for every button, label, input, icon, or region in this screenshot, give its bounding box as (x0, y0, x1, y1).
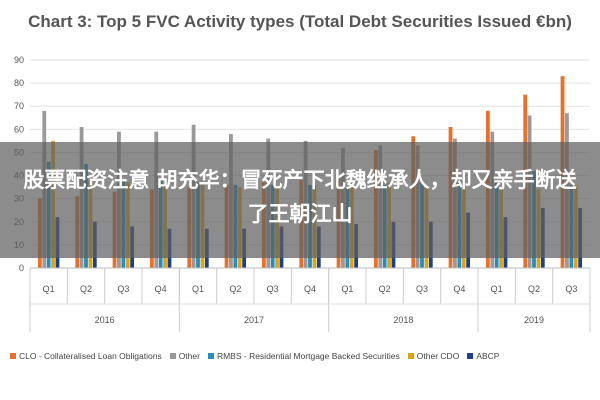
x-tick-label: Q2 (80, 284, 92, 294)
legend-label: CLO - Collateralised Loan Obligations (19, 351, 162, 361)
y-tick-label: 0 (19, 263, 24, 273)
year-label: 2019 (524, 315, 544, 325)
year-label: 2017 (244, 315, 264, 325)
x-tick-label: Q2 (379, 284, 391, 294)
x-tick-label: Q3 (267, 284, 279, 294)
legend-label: Other (178, 351, 200, 361)
legend-swatch (407, 353, 414, 359)
legend-swatch (10, 353, 16, 359)
legend-item: Other CDO (407, 351, 460, 361)
x-tick-label: Q1 (43, 284, 55, 294)
y-tick-label: 60 (14, 124, 24, 134)
legend-item: CLO - Collateralised Loan Obligations (10, 351, 162, 361)
chart-title: Chart 3: Top 5 FVC Activity types (Total… (28, 12, 572, 31)
y-tick-label: 70 (14, 101, 24, 111)
year-label: 2016 (95, 315, 115, 325)
y-tick-label: 90 (14, 55, 24, 65)
x-tick-label: Q3 (117, 284, 129, 294)
legend-item: Other (169, 351, 200, 361)
x-tick-label: Q2 (528, 284, 540, 294)
x-tick-label: Q4 (453, 284, 465, 294)
legend-label: Other CDO (416, 351, 460, 361)
legend-item: ABCP (467, 351, 499, 361)
x-tick-label: Q3 (565, 284, 577, 294)
legend-swatch (207, 353, 214, 359)
overlay-banner (0, 142, 600, 258)
legend-label: RMBS - Residential Mortgage Backed Secur… (216, 351, 400, 361)
legend-swatch (467, 353, 474, 359)
y-tick-label: 80 (14, 78, 24, 88)
legend-item: RMBS - Residential Mortgage Backed Secur… (207, 351, 400, 361)
x-tick-label: Q1 (491, 284, 503, 294)
year-label: 2018 (393, 315, 413, 325)
legend-swatch (169, 353, 176, 359)
x-tick-label: Q4 (304, 284, 316, 294)
x-tick-label: Q2 (229, 284, 241, 294)
chart-legend: CLO - Collateralised Loan Obligations Oth… (10, 351, 595, 361)
x-tick-label: Q3 (416, 284, 428, 294)
x-tick-label: Q1 (192, 284, 204, 294)
legend-label: ABCP (476, 351, 500, 361)
x-tick-label: Q4 (155, 284, 167, 294)
overlay-text: 股票配资注意 胡充华：冒死产下北魏继承人，却又亲手断送了王朝江山 (23, 168, 577, 226)
x-tick-label: Q1 (341, 284, 353, 294)
